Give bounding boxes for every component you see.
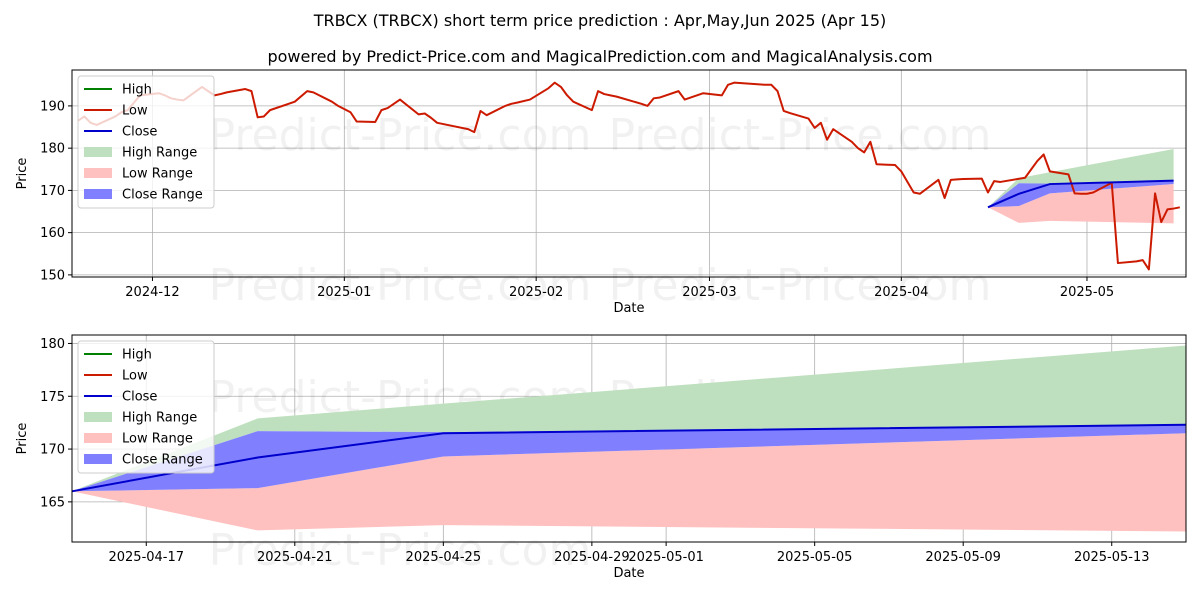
legend-label: Low Range: [122, 167, 193, 182]
y-tick-label: 175: [40, 390, 65, 405]
high-range-area: [987, 148, 1174, 208]
y-axis-label: Price: [15, 423, 30, 455]
legend-label: Low Range: [122, 432, 193, 447]
close-forecast-line: [987, 179, 1174, 209]
x-tick-label: 2025-03: [682, 285, 736, 300]
chart-title: TRBCX (TRBCX) short term price predictio…: [313, 11, 887, 30]
legend-label: Close Range: [122, 453, 203, 468]
axes-frame: [71, 69, 1187, 278]
legend-swatch-area: [84, 433, 112, 443]
legend-label: Close: [122, 390, 157, 405]
legend-label: High Range: [122, 146, 197, 161]
x-tick-label: 2025-04-21: [257, 550, 333, 565]
legend-swatch-area: [84, 189, 112, 199]
x-tick-label: 2025-04-25: [406, 550, 482, 565]
y-tick-label: 160: [40, 226, 65, 241]
legend-label: High: [122, 83, 152, 98]
legend-label: High Range: [122, 411, 197, 426]
low-series-line: [77, 81, 1181, 271]
close-range-area: [72, 424, 1186, 492]
x-tick-label: 2025-05-13: [1074, 550, 1150, 565]
y-axis-label: Price: [15, 158, 30, 190]
legend-swatch-area: [84, 147, 112, 157]
legend-label: High: [122, 348, 152, 363]
y-tick-label: 165: [40, 495, 65, 510]
y-tick-label: 170: [40, 443, 65, 458]
x-axis-label: Date: [613, 566, 644, 581]
close-range-area: [987, 180, 1174, 208]
x-tick-label: 2025-05-09: [925, 550, 1001, 565]
close-forecast-line: [71, 423, 1187, 493]
x-tick-label: 2025-05-01: [628, 550, 704, 565]
legend: High Low Close High Range Low Range Close Ran…: [77, 75, 215, 209]
watermark-text: Predict-Price.com: [209, 110, 592, 161]
x-tick-label: 2025-05-05: [777, 550, 853, 565]
legend-swatch-area: [84, 168, 112, 178]
y-tick-label: 150: [40, 268, 65, 283]
axes-frame: [71, 334, 1187, 543]
low-range-area: [72, 433, 1186, 532]
watermark-text: Predict-Price.com: [209, 260, 592, 311]
x-tick-label: 2025-04-29: [554, 550, 630, 565]
legend-swatch-area: [84, 412, 112, 422]
legend-swatch-area: [84, 454, 112, 464]
x-tick-label: 2025-04-17: [108, 550, 184, 565]
high-range-area: [72, 345, 1186, 492]
legend-label: Low: [122, 369, 148, 384]
chart-subtitle: powered by Predict-Price.com and Magical…: [267, 47, 932, 66]
legend-label: Close Range: [122, 188, 203, 203]
history-panel: Predict-Price.com Predict-Price.com Predic…: [15, 69, 1187, 316]
forecast-panel: Predict-Price.comPredict-Price.comPredic…: [15, 334, 1187, 581]
watermark-text: Predict-Price.com: [609, 260, 992, 311]
y-tick-label: 170: [40, 184, 65, 199]
legend: High Low Close High Range Low Range Close Ran…: [77, 340, 215, 474]
low-range-area: [987, 184, 1174, 224]
x-tick-label: 2025-01: [317, 285, 371, 300]
x-tick-label: 2025-04: [874, 285, 928, 300]
watermark-text: Predict-Price.com: [209, 525, 592, 576]
watermark-text: Predict-Price.com: [609, 110, 992, 161]
x-tick-label: 2025-02: [509, 285, 563, 300]
legend-label: Close: [122, 125, 157, 140]
y-tick-label: 190: [40, 99, 65, 114]
legend-label: Low: [122, 104, 148, 119]
y-tick-label: 180: [40, 337, 65, 352]
x-axis-label: Date: [613, 301, 644, 316]
x-tick-label: 2025-05: [1060, 285, 1114, 300]
x-tick-label: 2024-12: [125, 285, 179, 300]
y-tick-label: 180: [40, 142, 65, 157]
